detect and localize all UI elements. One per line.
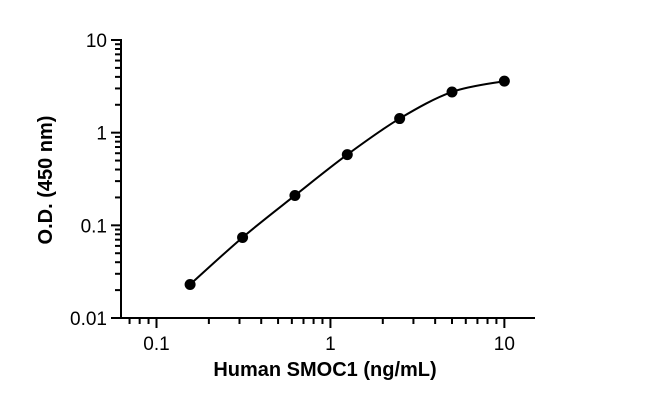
fit-curve bbox=[189, 80, 505, 286]
axes bbox=[120, 39, 535, 319]
data-point bbox=[289, 189, 301, 201]
data-point bbox=[341, 149, 353, 161]
y-axis-title: O.D. (450 nm) bbox=[35, 116, 57, 245]
x-tick-label: 10 bbox=[494, 334, 515, 355]
y-tick-label: 10 bbox=[86, 31, 107, 52]
data-points bbox=[184, 75, 510, 290]
data-point bbox=[237, 231, 249, 243]
y-tick-label: 0.01 bbox=[70, 309, 107, 330]
x-axis-title: Human SMOC1 (ng/mL) bbox=[213, 359, 436, 381]
y-tick-label: 0.1 bbox=[81, 216, 107, 237]
ticks: 0.1 1 10 0.01 0.1 1 10 bbox=[70, 31, 515, 355]
data-point bbox=[184, 278, 196, 290]
data-point bbox=[394, 113, 406, 125]
y-tick-label: 1 bbox=[96, 124, 107, 145]
data-point bbox=[446, 86, 458, 98]
x-tick-label: 0.1 bbox=[143, 334, 169, 355]
data-point bbox=[498, 75, 510, 87]
x-tick-label: 1 bbox=[325, 334, 336, 355]
